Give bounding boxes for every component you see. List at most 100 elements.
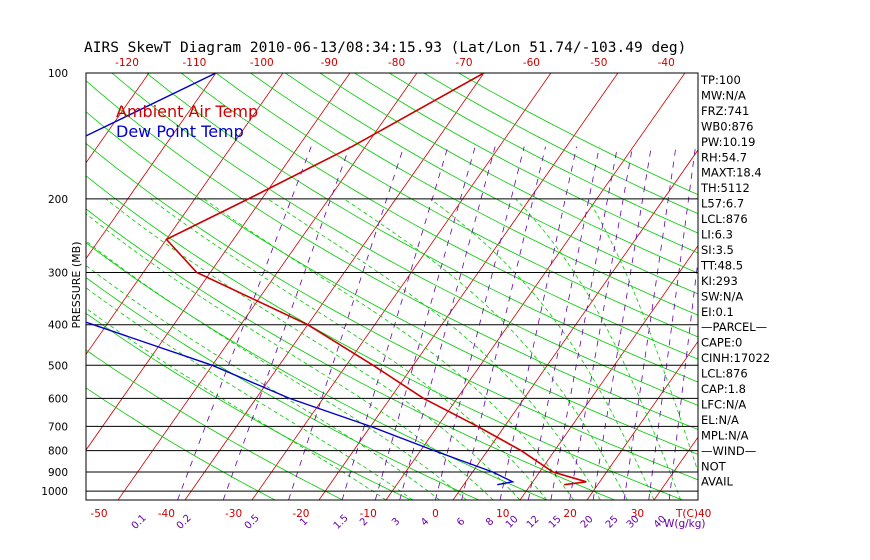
top-temperature-axis: -120 -110 -100 -90 -80 -70 -60 -50 -40 xyxy=(115,57,675,69)
mixing-ratio-line xyxy=(341,146,449,500)
moist-adiabat-line xyxy=(86,213,494,500)
stability-index-item: RH:54.7 xyxy=(701,150,747,164)
moist-adiabat-line xyxy=(203,198,574,500)
bottom-temperature-tick-label: 10 xyxy=(496,508,509,520)
top-temperature-tick-label: -80 xyxy=(388,57,405,69)
mixing-ratio-line xyxy=(550,146,618,500)
stability-index-item: CAPE:0 xyxy=(701,336,742,350)
isotherm-lines xyxy=(86,73,870,500)
mixing-ratio-tick-label: 4 xyxy=(419,516,431,528)
moist-adiabat-line xyxy=(86,240,467,500)
dry-adiabat-line xyxy=(250,73,698,316)
dry-adiabat-line xyxy=(146,73,698,383)
mixing-ratio-line xyxy=(648,146,696,500)
dry-adiabat-line xyxy=(319,73,698,274)
stability-index-item: LFC:N/A xyxy=(701,397,746,411)
stability-index-item: EL:N/A xyxy=(701,413,739,427)
top-temperature-tick-label: -90 xyxy=(321,57,338,69)
stability-index-item: MPL:N/A xyxy=(701,428,749,442)
stability-index-item: LCL:876 xyxy=(701,367,748,381)
chart-title: AIRS SkewT Diagram 2010-06-13/08:34:15.9… xyxy=(84,40,686,56)
stability-index-item: TT:48.5 xyxy=(700,258,743,272)
isotherm-line xyxy=(117,73,418,500)
stability-index-item: TH:5112 xyxy=(700,181,750,195)
stability-index-item: LI:6.3 xyxy=(701,228,733,242)
bottom-temperature-tick-label: -50 xyxy=(90,508,107,520)
temperature-axis-unit: T(C) xyxy=(675,508,698,520)
isotherm-line xyxy=(519,245,698,500)
bottom-temperature-tick-label: -20 xyxy=(292,508,309,520)
pressure-axis: 100 200 300 400 500 600 700 800 900 1000 xyxy=(41,68,68,498)
mixing-ratio-tick-label: 6 xyxy=(455,516,467,528)
stability-index-item: AVAIL xyxy=(701,475,734,489)
stability-index-item: —PARCEL— xyxy=(701,320,767,334)
isotherm-line xyxy=(86,73,217,260)
stability-index-item: PW:10.19 xyxy=(701,135,755,149)
bottom-temperature-axis: -50 -40 -30 -20 -10 0 10 20 30 40 xyxy=(90,508,711,520)
isotherm-line xyxy=(855,73,870,500)
top-temperature-tick-label: -40 xyxy=(658,57,675,69)
mixing-ratio-tick-label: 20 xyxy=(579,514,596,531)
pressure-tick-label: 900 xyxy=(48,467,68,479)
plot-frame xyxy=(85,72,699,501)
dry-adiabat-line xyxy=(86,111,698,455)
stability-index-item: KI:293 xyxy=(701,274,738,288)
mixing-ratio-lines xyxy=(177,146,698,500)
dry-adiabat-line xyxy=(86,208,615,500)
isotherm-line xyxy=(86,73,284,355)
pressure-tick-label: 600 xyxy=(48,393,68,405)
isotherm-line xyxy=(318,73,619,500)
top-temperature-tick-label: -60 xyxy=(523,57,540,69)
moist-adiabat-line xyxy=(150,198,548,500)
stability-index-item: MAXT:18.4 xyxy=(701,166,762,180)
bottom-temperature-tick-label: -30 xyxy=(225,508,242,520)
isotherm-line xyxy=(586,340,698,500)
top-temperature-tick-label: -50 xyxy=(590,57,607,69)
background-grid xyxy=(86,73,870,500)
pressure-tick-label: 200 xyxy=(48,194,68,206)
pressure-tick-label: 400 xyxy=(48,320,68,332)
bottom-temperature-tick-label: 40 xyxy=(698,508,711,520)
dry-adiabat-line xyxy=(284,73,698,295)
mixing-ratio-line xyxy=(222,146,350,500)
moist-adiabat-line xyxy=(86,287,414,500)
dry-adiabat-line xyxy=(215,73,698,338)
mixing-ratio-tick-label: 25 xyxy=(604,514,621,531)
moist-adiabat-line xyxy=(343,198,628,500)
bottom-temperature-tick-label: 20 xyxy=(563,508,576,520)
top-temperature-tick-label: -110 xyxy=(182,57,206,69)
mixing-ratio-line xyxy=(592,146,652,500)
stability-index-item: LCL:876 xyxy=(701,212,748,226)
dry-adiabat-line xyxy=(354,73,698,254)
moist-adiabat-line xyxy=(267,198,601,500)
mixing-ratio-line xyxy=(461,146,546,500)
bottom-temperature-tick-label: 30 xyxy=(631,508,644,520)
dry-adiabat-lines xyxy=(86,73,698,500)
dry-adiabat-line xyxy=(86,142,698,481)
isotherm-line xyxy=(452,149,698,500)
moist-adiabat-line xyxy=(430,198,655,500)
pressure-tick-label: 100 xyxy=(48,68,68,80)
mixing-ratio-tick-label: 0.2 xyxy=(175,513,194,532)
mixing-ratio-tick-label: 1.5 xyxy=(332,513,351,532)
dewpoint-temperature-line xyxy=(86,73,515,486)
isobar-lines xyxy=(86,72,698,492)
bottom-temperature-tick-label: -40 xyxy=(158,508,175,520)
dry-adiabat-line xyxy=(180,73,698,360)
mixing-ratio-line xyxy=(623,146,677,500)
isotherm-line xyxy=(86,73,351,451)
isotherm-line xyxy=(788,73,870,500)
dry-adiabat-line xyxy=(86,80,698,430)
pressure-tick-label: 1000 xyxy=(41,486,68,498)
ambient-temperature-line xyxy=(165,73,587,486)
moist-adiabat-line xyxy=(587,198,698,473)
isotherm-line xyxy=(86,73,150,164)
pressure-tick-label: 700 xyxy=(48,421,68,433)
stability-index-item: NOT xyxy=(701,459,727,473)
mixing-ratio-line xyxy=(399,146,496,500)
moist-adiabat-line xyxy=(86,264,440,500)
mixing-ratio-line xyxy=(374,146,476,500)
mixing-ratio-axis-unit: W(g/kg) xyxy=(664,518,706,530)
isotherm-line xyxy=(184,73,485,500)
